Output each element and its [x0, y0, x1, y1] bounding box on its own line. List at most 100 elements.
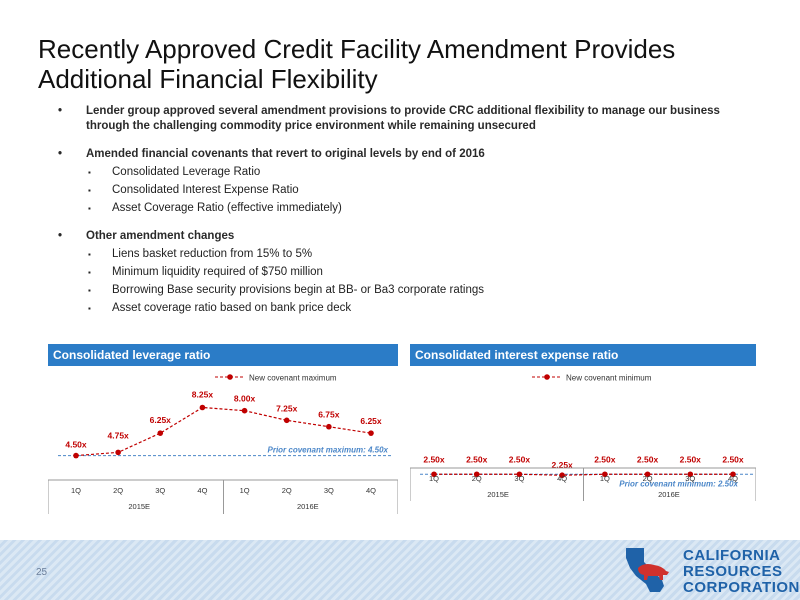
legend-label: New covenant minimum	[566, 374, 652, 383]
x-tick-label: 4Q	[197, 486, 207, 495]
legend-marker	[227, 374, 233, 380]
california-state-logo-icon	[626, 548, 669, 592]
data-point	[115, 449, 121, 456]
sub-bullet-item: ▪ Borrowing Base security provisions begi…	[58, 283, 758, 298]
sub-bullet-item: ▪ Asset coverage ratio based on bank pric…	[58, 301, 758, 316]
data-point	[241, 407, 248, 414]
sub-bullet-text: Consolidated Interest Expense Ratio	[112, 184, 299, 196]
data-label: 2.25x	[552, 460, 574, 470]
data-point	[730, 471, 736, 478]
logo-line-3: CORPORATION	[683, 579, 800, 596]
data-label: 2.50x	[637, 454, 659, 464]
data-point	[602, 471, 608, 478]
title-line-2: Additional Financial Flexibility	[38, 64, 378, 94]
data-point	[326, 423, 332, 430]
group-label: 2016E	[297, 502, 319, 511]
leverage-ratio-chart: New covenant maximum Prior covenant maxim…	[48, 374, 398, 514]
data-label: 4.75x	[108, 430, 130, 440]
data-point	[687, 471, 694, 478]
x-tick-label: 2Q	[472, 474, 482, 483]
sub-bullet-glyph: ▪	[88, 304, 91, 313]
interest-expense-chart-title: Consolidated interest expense ratio	[410, 344, 756, 366]
x-tick-label: 3Q	[155, 486, 165, 495]
bullet-list: • Lender group approved several amendmen…	[58, 104, 758, 316]
sub-bullet-glyph: ▪	[88, 250, 91, 259]
group-label: 2015E	[487, 490, 509, 499]
data-point	[516, 471, 523, 478]
sub-bullet-glyph: ▪	[88, 268, 91, 277]
reference-label: Prior covenant maximum: 4.50x	[268, 446, 389, 455]
x-tick-label: 3Q	[514, 474, 524, 483]
bullet-item: • Lender group approved several amendmen…	[58, 104, 758, 134]
x-tick-label: 2Q	[113, 486, 123, 495]
data-label: 6.75x	[318, 410, 340, 420]
x-tick-label: 1Q	[71, 486, 81, 495]
data-point	[73, 452, 79, 459]
sub-bullet-text: Asset coverage ratio based on bank price…	[112, 302, 352, 314]
data-label: 8.25x	[192, 389, 214, 399]
data-point	[157, 430, 164, 436]
bullet-text: Amended financial covenants that revert …	[86, 148, 485, 160]
logo-line-1: CALIFORNIA	[683, 547, 781, 564]
data-point	[644, 471, 651, 478]
legend-marker	[544, 374, 550, 380]
x-tick-label: 1Q	[600, 474, 610, 483]
data-point	[473, 471, 480, 478]
data-point	[283, 417, 290, 424]
sub-bullet-glyph: ▪	[88, 168, 91, 177]
page-number: 25	[36, 567, 48, 578]
data-label: 4.50x	[65, 440, 87, 450]
x-tick-label: 2Q	[282, 486, 292, 495]
footer-band	[0, 540, 800, 600]
sub-bullet-item: ▪ Asset Coverage Ratio (effective immedia…	[58, 201, 758, 216]
sub-bullet-item: ▪ Liens basket reduction from 15% to 5%	[58, 247, 758, 262]
data-label: 2.50x	[466, 454, 488, 464]
x-tick-label: 4Q	[728, 474, 738, 483]
data-label: 2.50x	[680, 454, 702, 464]
sub-bullet-text: Liens basket reduction from 15% to 5%	[112, 248, 313, 260]
bullet-glyph: •	[58, 230, 63, 242]
x-tick-label: 4Q	[557, 474, 567, 483]
data-point	[199, 404, 206, 411]
data-label: 2.50x	[423, 454, 445, 464]
title-line-1: Recently Approved Credit Facility Amendm…	[38, 34, 676, 64]
x-tick-label: 1Q	[240, 486, 250, 495]
sub-bullet-text: Asset Coverage Ratio (effective immediat…	[112, 202, 342, 214]
bullet-glyph: •	[58, 105, 63, 117]
sub-bullet-glyph: ▪	[88, 186, 91, 195]
leverage-chart-title: Consolidated leverage ratio	[48, 344, 398, 366]
bullet-item: • Other amendment changes	[58, 229, 758, 244]
interest-expense-ratio-chart: New covenant minimum Prior covenant minim…	[410, 374, 756, 501]
reference-label: Prior covenant minimum: 2.50x	[619, 479, 738, 488]
sub-bullet-text: Consolidated Leverage Ratio	[112, 166, 261, 178]
page-title: Recently Approved Credit Facility Amendm…	[38, 34, 758, 94]
data-point	[431, 471, 437, 478]
x-tick-label: 3Q	[324, 486, 334, 495]
data-label: 2.50x	[722, 454, 744, 464]
bullet-text: Lender group approved several amendment …	[86, 105, 720, 132]
bullet-text: Other amendment changes	[86, 230, 235, 242]
data-label: 2.50x	[509, 454, 531, 464]
data-point	[559, 472, 565, 479]
data-label: 2.50x	[594, 454, 616, 464]
group-label: 2016E	[658, 490, 680, 499]
logo-line-2: RESOURCES	[683, 563, 783, 580]
sub-bullet-glyph: ▪	[88, 204, 91, 213]
group-label: 2015E	[128, 502, 150, 511]
data-label: 6.25x	[360, 416, 382, 426]
x-tick-label: 4Q	[366, 486, 376, 495]
x-tick-label: 2Q	[643, 474, 653, 483]
sub-bullet-item: ▪ Consolidated Leverage Ratio	[58, 165, 758, 180]
sub-bullet-text: Borrowing Base security provisions begin…	[112, 284, 485, 296]
sub-bullet-item: ▪ Consolidated Interest Expense Ratio	[58, 183, 758, 198]
bullet-glyph: •	[58, 148, 63, 160]
sub-bullet-glyph: ▪	[88, 286, 91, 295]
data-point	[368, 430, 374, 436]
x-tick-label: 1Q	[429, 474, 439, 483]
data-label: 7.25x	[276, 403, 298, 413]
data-label: 8.00x	[234, 394, 256, 404]
legend-label: New covenant maximum	[249, 374, 337, 383]
data-label: 6.25x	[150, 415, 172, 425]
sub-bullet-item: ▪ Minimum liquidity required of $750 mill…	[58, 265, 758, 280]
x-tick-label: 3Q	[685, 474, 695, 483]
